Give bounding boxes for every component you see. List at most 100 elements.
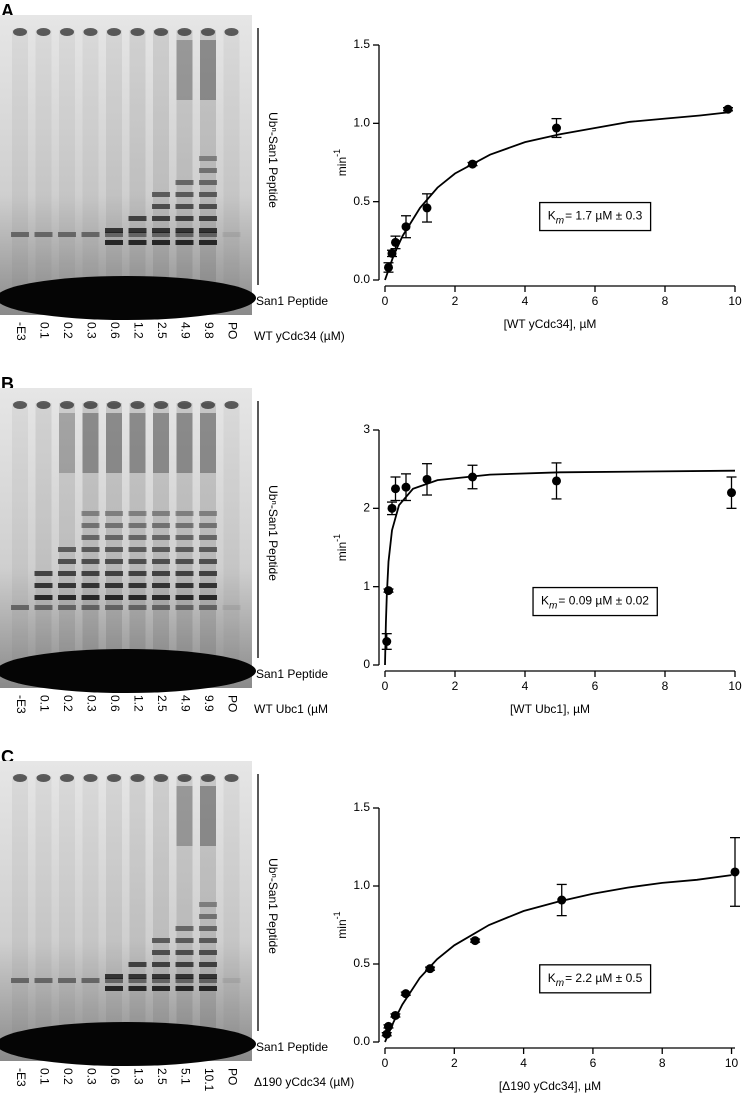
y-axis-label-sup: -1	[332, 149, 342, 157]
gel-band	[175, 571, 194, 576]
gel-background	[0, 15, 252, 315]
gel-band	[34, 978, 53, 983]
data-point	[723, 104, 733, 114]
gel-band	[105, 583, 123, 588]
gel-lane	[82, 30, 99, 290]
gel-well	[13, 774, 27, 782]
gel-band	[175, 938, 194, 943]
data-point	[422, 203, 432, 213]
gel-band	[105, 978, 123, 983]
annotation-symbol: K	[541, 594, 549, 608]
gel	[0, 15, 256, 320]
gel-lane	[59, 776, 75, 1036]
gel-band	[152, 938, 170, 943]
gel-band	[152, 595, 170, 600]
gel-band	[199, 950, 217, 955]
data-point	[557, 895, 567, 905]
gel-band	[199, 535, 217, 540]
y-axis-label-text: min	[335, 157, 349, 176]
gel-band	[128, 523, 147, 528]
gel-band	[199, 902, 217, 907]
gel-band	[128, 232, 147, 237]
gel-band	[81, 595, 100, 600]
gel-band	[152, 974, 170, 979]
gel-lane	[82, 776, 99, 1036]
lane-label: 10.1	[202, 1068, 216, 1092]
lane-label: 0.1	[37, 695, 51, 712]
y-tick-label: 2	[363, 501, 370, 515]
annotation-subscript: m	[556, 977, 564, 988]
gel-band	[199, 605, 217, 610]
data-point	[387, 248, 397, 258]
lane-label: -E3	[14, 1068, 28, 1087]
gel-band	[105, 595, 123, 600]
gel-band	[81, 605, 100, 610]
annotation-text: = 0.09 µM ± 0.02	[558, 594, 649, 608]
gel-band	[128, 511, 147, 516]
gel-lane	[200, 30, 216, 290]
gel-band	[199, 986, 217, 991]
lane-label: 0.1	[37, 322, 51, 339]
gel-band	[199, 914, 217, 919]
data-point	[390, 1010, 400, 1020]
gel-band	[128, 216, 147, 221]
gel-band	[199, 583, 217, 588]
data-point	[468, 159, 477, 169]
fit-curve	[384, 874, 732, 1043]
y-tick-label: 0.5	[353, 956, 370, 970]
gel-well	[107, 774, 121, 782]
gel-band	[105, 511, 123, 516]
x-tick-label: 2	[452, 294, 459, 308]
data-point	[730, 867, 740, 877]
gel-well	[154, 401, 168, 409]
y-tick-label: 0.0	[353, 1034, 370, 1048]
data-point	[401, 222, 411, 232]
data-point	[401, 482, 411, 492]
gel-band	[128, 986, 147, 991]
gel-well	[60, 28, 74, 36]
gel-band	[128, 535, 147, 540]
gel-smear	[200, 40, 216, 100]
gel-band	[175, 547, 194, 552]
gel-well	[83, 401, 98, 409]
gel-axis-label: WT Ubc1 (µM	[254, 702, 328, 716]
gel-well	[224, 28, 239, 36]
gel-band	[128, 595, 147, 600]
gel-band	[152, 511, 170, 516]
lane-label: 2.5	[155, 1068, 169, 1085]
gel-band	[34, 571, 53, 576]
y-tick-label: 0.0	[353, 272, 370, 286]
gel-well	[83, 28, 98, 36]
gel-band	[105, 228, 123, 233]
gel-band	[128, 571, 147, 576]
gel-lane	[12, 776, 28, 1036]
x-tick-label: 2	[451, 1056, 458, 1070]
gel-smear	[153, 413, 169, 473]
gel-background	[0, 761, 252, 1061]
lane-label: PO	[225, 695, 239, 712]
gel-band	[128, 605, 147, 610]
annotation-subscript: m	[556, 215, 564, 226]
gel-band	[199, 180, 217, 185]
gel-band	[11, 232, 29, 237]
gel-band	[152, 232, 170, 237]
y-axis-label: min-1	[332, 534, 349, 561]
gel-well	[107, 401, 121, 409]
gel-lane	[35, 403, 52, 663]
y-tick-label: 1.5	[353, 37, 370, 51]
gel-well	[13, 28, 27, 36]
x-tick-label: 10	[728, 294, 742, 308]
gel-band	[105, 559, 123, 564]
gel-band	[81, 523, 100, 528]
gel-band	[175, 974, 194, 979]
y-axis-label: min-1	[332, 149, 349, 176]
lane-label: 0.2	[61, 695, 75, 712]
gel-lane	[153, 30, 169, 290]
gel-lane	[129, 30, 146, 290]
gel-lane	[12, 403, 28, 663]
y-axis-label: min-1	[332, 911, 349, 938]
gel-band	[199, 228, 217, 233]
gel-well	[60, 401, 74, 409]
gel-smear	[176, 40, 193, 100]
gel-peptide-spot	[0, 276, 256, 320]
